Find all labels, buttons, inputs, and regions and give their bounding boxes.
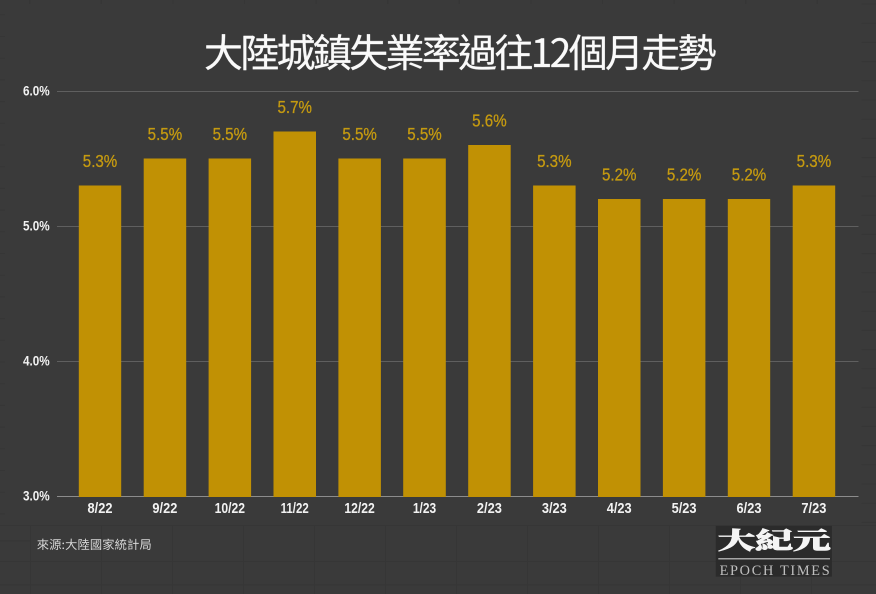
svg-text:5.3%: 5.3%: [83, 152, 118, 171]
svg-text:5/23: 5/23: [672, 500, 697, 516]
svg-text:7/23: 7/23: [801, 500, 826, 516]
svg-text:3/23: 3/23: [542, 500, 567, 516]
svg-text:5.2%: 5.2%: [667, 165, 702, 184]
svg-text:8/22: 8/22: [88, 500, 113, 516]
svg-text:11/22: 11/22: [281, 500, 309, 517]
svg-text:10/22: 10/22: [215, 500, 245, 516]
svg-text:5.5%: 5.5%: [342, 125, 377, 144]
svg-text:5.7%: 5.7%: [277, 98, 312, 117]
svg-text:5.2%: 5.2%: [732, 165, 767, 184]
svg-text:2/23: 2/23: [477, 500, 502, 516]
svg-text:5.6%: 5.6%: [472, 111, 507, 130]
svg-text:4/23: 4/23: [607, 500, 632, 516]
svg-text:5.3%: 5.3%: [797, 152, 832, 171]
svg-text:5.5%: 5.5%: [407, 125, 442, 144]
svg-text:9/22: 9/22: [152, 500, 177, 516]
svg-text:4.0%: 4.0%: [23, 353, 50, 369]
svg-text:5.5%: 5.5%: [148, 125, 183, 144]
svg-text:6/23: 6/23: [737, 500, 762, 516]
svg-text:1/23: 1/23: [413, 500, 436, 516]
svg-text:12/22: 12/22: [344, 500, 374, 516]
svg-text:5.2%: 5.2%: [602, 165, 637, 184]
svg-text:5.0%: 5.0%: [23, 218, 50, 234]
svg-text:5.5%: 5.5%: [213, 125, 248, 144]
svg-text:6.0%: 6.0%: [23, 83, 50, 99]
svg-text:EPOCH TIMES: EPOCH TIMES: [720, 563, 832, 579]
svg-text:3.0%: 3.0%: [23, 488, 50, 504]
svg-text:5.3%: 5.3%: [537, 152, 572, 171]
